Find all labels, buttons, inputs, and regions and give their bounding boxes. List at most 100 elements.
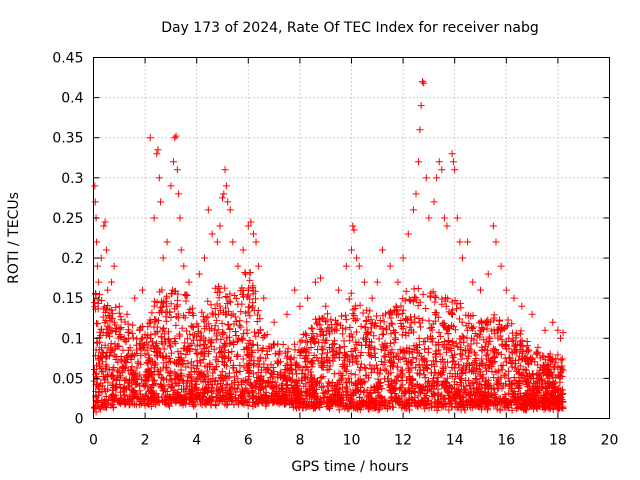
- data-point: [236, 391, 244, 399]
- data-point: [109, 310, 117, 318]
- data-point: [527, 354, 535, 362]
- x-tick-label: 10: [343, 433, 361, 449]
- data-point: [106, 306, 114, 314]
- data-point: [399, 295, 407, 303]
- data-point: [434, 398, 442, 406]
- data-point: [438, 371, 446, 379]
- data-point: [182, 363, 190, 371]
- data-point: [241, 376, 249, 384]
- data-point: [227, 311, 235, 319]
- data-point: [339, 362, 347, 370]
- data-point: [144, 376, 152, 384]
- data-point: [339, 330, 347, 338]
- data-point: [148, 381, 156, 389]
- data-point: [523, 402, 531, 410]
- x-tick-labels: 0 2 4 6 8 10 12 14 16 18 20: [89, 433, 618, 449]
- data-point: [91, 198, 99, 206]
- data-point: [124, 351, 132, 359]
- data-point: [471, 392, 479, 400]
- data-point: [418, 385, 426, 393]
- data-point: [451, 385, 459, 393]
- data-point: [512, 360, 520, 368]
- data-point: [179, 379, 187, 387]
- data-point: [214, 326, 222, 334]
- data-point: [559, 329, 567, 337]
- data-point: [543, 367, 551, 375]
- data-point: [373, 312, 381, 320]
- data-point: [387, 330, 395, 338]
- data-point: [256, 353, 264, 361]
- data-point: [109, 384, 117, 392]
- data-point: [158, 286, 166, 294]
- data-point: [176, 332, 184, 340]
- data-point: [192, 380, 200, 388]
- data-point: [173, 301, 181, 309]
- data-point: [461, 346, 469, 354]
- data-point: [157, 198, 165, 206]
- data-point: [115, 330, 123, 338]
- data-point: [438, 403, 446, 411]
- data-point: [129, 400, 137, 408]
- data-point: [541, 356, 549, 364]
- data-point: [102, 354, 110, 362]
- x-tick-label: 8: [295, 433, 304, 449]
- data-point: [376, 316, 384, 324]
- data-point: [130, 369, 138, 377]
- data-point: [216, 344, 224, 352]
- data-point: [222, 182, 230, 190]
- data-point: [255, 329, 263, 337]
- data-point: [193, 320, 201, 328]
- data-point: [113, 324, 121, 332]
- data-point: [398, 392, 406, 400]
- data-point: [428, 403, 436, 411]
- data-point: [306, 391, 314, 399]
- data-point: [349, 352, 357, 360]
- data-point: [200, 386, 208, 394]
- data-point: [416, 401, 424, 409]
- data-point: [416, 298, 424, 306]
- data-point: [100, 305, 108, 313]
- data-point: [514, 391, 522, 399]
- data-point: [365, 399, 373, 407]
- data-point: [192, 392, 200, 400]
- data-point: [159, 326, 167, 334]
- data-point: [460, 382, 468, 390]
- data-point: [434, 385, 442, 393]
- data-point: [429, 374, 437, 382]
- data-point: [316, 325, 324, 333]
- data-point: [489, 222, 497, 230]
- data-point: [554, 326, 562, 334]
- data-point: [372, 322, 380, 330]
- data-point: [353, 254, 361, 262]
- data-point: [431, 402, 439, 410]
- data-point: [425, 385, 433, 393]
- data-point: [297, 348, 305, 356]
- data-point: [443, 222, 451, 230]
- data-point: [417, 398, 425, 406]
- data-point: [440, 322, 448, 330]
- data-point: [371, 321, 379, 329]
- data-point: [95, 356, 103, 364]
- data-point: [431, 317, 439, 325]
- data-point: [405, 384, 413, 392]
- data-point: [439, 363, 447, 371]
- data-point: [245, 393, 253, 401]
- data-point: [379, 361, 387, 369]
- data-point: [386, 308, 394, 316]
- data-point: [134, 359, 142, 367]
- data-point: [326, 362, 334, 370]
- data-point: [434, 313, 442, 321]
- data-point: [127, 370, 135, 378]
- data-point: [307, 343, 315, 351]
- data-point: [245, 303, 253, 311]
- data-point: [403, 399, 411, 407]
- data-point: [153, 150, 161, 158]
- data-point: [513, 367, 521, 375]
- data-point: [430, 369, 438, 377]
- data-point: [372, 396, 380, 404]
- data-point: [515, 356, 523, 364]
- data-point: [360, 387, 368, 395]
- data-point: [495, 379, 503, 387]
- data-point: [277, 394, 285, 402]
- data-point: [317, 354, 325, 362]
